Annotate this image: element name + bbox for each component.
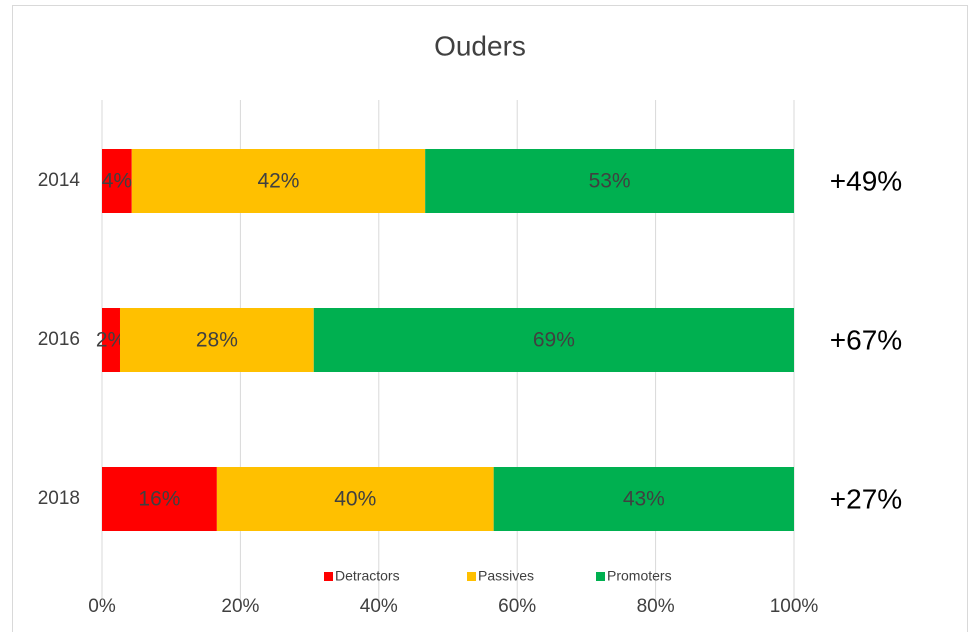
legend-swatch	[596, 572, 605, 581]
x-tick-label: 0%	[88, 596, 116, 617]
bar-segment	[493, 467, 794, 531]
legend-swatch	[324, 572, 333, 581]
data-label: 53%	[589, 170, 631, 193]
bar-segment	[102, 308, 120, 372]
x-tick-label: 40%	[360, 596, 398, 617]
data-label: 28%	[196, 329, 238, 352]
nps-annotation: +67%	[830, 324, 902, 355]
bar-segment	[102, 467, 217, 531]
legend-label: Promoters	[607, 568, 672, 584]
x-tick-label: 100%	[770, 596, 819, 617]
data-label: 16%	[138, 488, 180, 511]
data-label: 40%	[334, 488, 376, 511]
x-tick-label: 60%	[498, 596, 536, 617]
bar-segment	[313, 308, 794, 372]
bar-segment	[119, 308, 314, 372]
y-tick-label: 2018	[38, 488, 80, 509]
bar-segment	[131, 149, 426, 213]
data-label: 4%	[102, 170, 132, 193]
data-label: 43%	[623, 488, 665, 511]
legend-label: Passives	[478, 568, 534, 584]
bar-segment	[425, 149, 794, 213]
legend-label: Detractors	[335, 568, 400, 584]
data-label: 42%	[257, 170, 299, 193]
y-tick-label: 2016	[38, 329, 80, 350]
x-tick-label: 80%	[637, 596, 675, 617]
bar-segment	[216, 467, 494, 531]
chart-title: Ouders	[434, 30, 526, 61]
nps-annotation: +49%	[830, 165, 902, 196]
x-tick-label: 20%	[221, 596, 259, 617]
data-label: 2%	[96, 329, 126, 352]
legend-swatch	[467, 572, 476, 581]
y-tick-label: 2014	[38, 170, 81, 191]
data-label: 69%	[533, 329, 575, 352]
bar-segment	[102, 149, 132, 213]
nps-annotation: +27%	[830, 483, 902, 514]
